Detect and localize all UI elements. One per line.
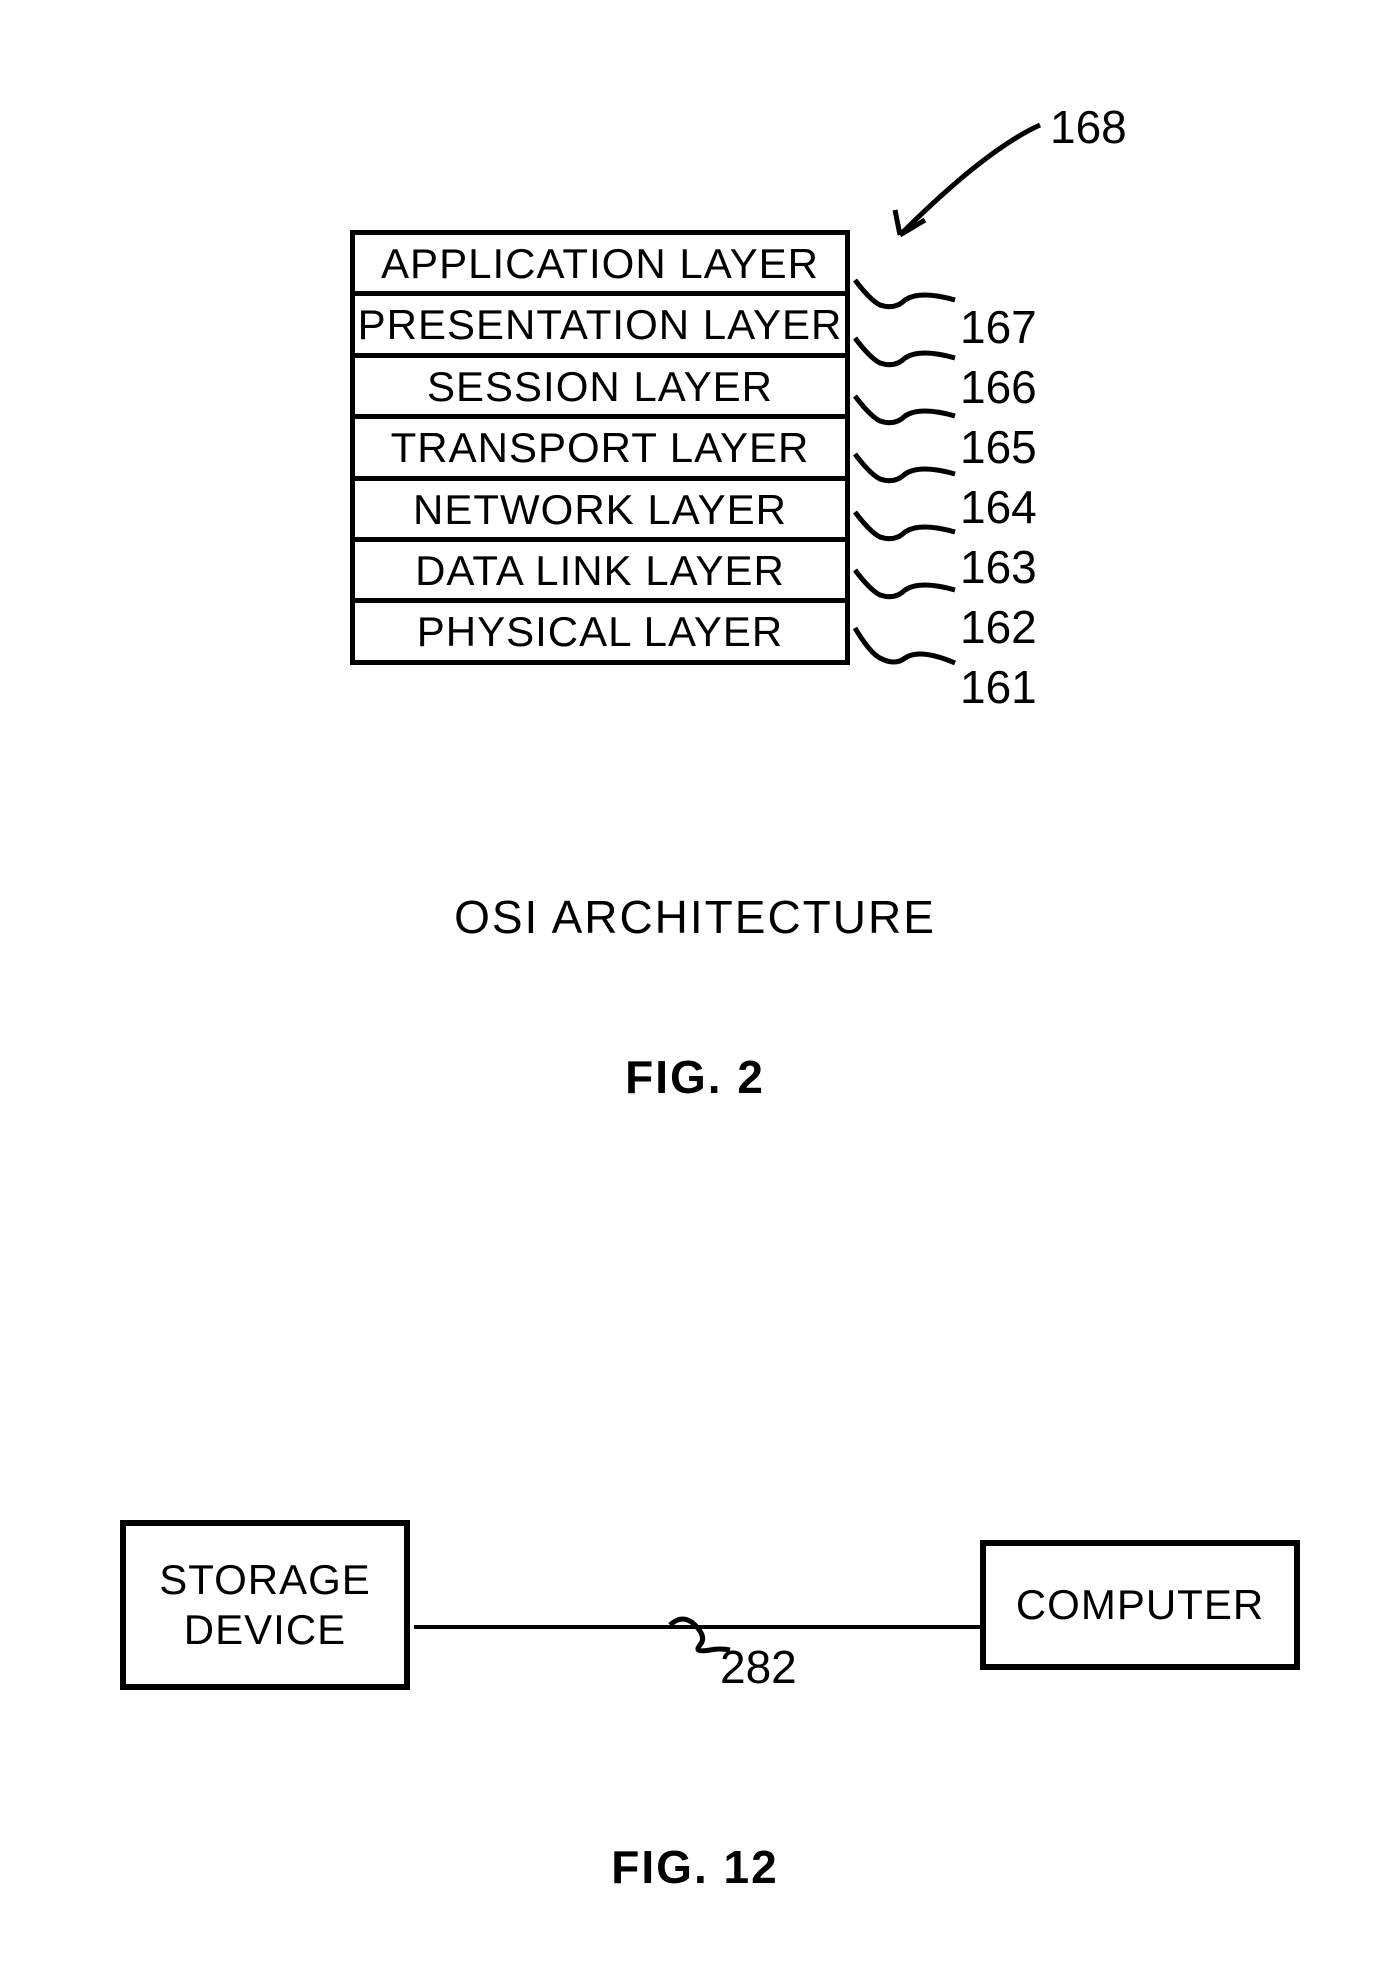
osi-layer-physical: PHYSICAL LAYER	[355, 603, 845, 664]
osi-layer-presentation: PRESENTATION LAYER	[355, 296, 845, 357]
figure-2-label: FIG. 2	[0, 1050, 1390, 1104]
osi-layer-transport: TRANSPORT LAYER	[355, 419, 845, 480]
storage-device-label: STORAGE DEVICE	[159, 1555, 371, 1656]
ref-number-165: 165	[960, 420, 1037, 474]
ref-number-164: 164	[960, 480, 1037, 534]
osi-layer-datalink: DATA LINK LAYER	[355, 542, 845, 603]
ref-number-161: 161	[960, 660, 1037, 714]
callout-squiggle-icon	[850, 502, 960, 562]
ref-number-163: 163	[960, 540, 1037, 594]
ref-number-162: 162	[960, 600, 1037, 654]
figure-12-label: FIG. 12	[0, 1840, 1390, 1894]
callout-squiggle-icon	[850, 270, 960, 330]
storage-device-box: STORAGE DEVICE	[120, 1520, 410, 1690]
osi-layer-stack: APPLICATION LAYER PRESENTATION LAYER SES…	[350, 230, 850, 665]
callout-squiggle-icon	[850, 560, 960, 620]
callout-squiggle-icon	[850, 618, 960, 688]
osi-layer-application: APPLICATION LAYER	[355, 235, 845, 296]
callout-squiggle-icon	[850, 328, 960, 388]
computer-label: COMPUTER	[1016, 1580, 1264, 1630]
osi-caption: OSI ARCHITECTURE	[0, 890, 1390, 944]
ref-number-166: 166	[960, 360, 1037, 414]
callout-squiggle-icon	[850, 386, 960, 446]
ref-number-167: 167	[960, 300, 1037, 354]
ref-number-282: 282	[720, 1640, 797, 1694]
osi-layer-network: NETWORK LAYER	[355, 481, 845, 542]
pointer-arrow-icon	[870, 120, 1050, 250]
ref-number-168: 168	[1050, 100, 1127, 154]
osi-layer-session: SESSION LAYER	[355, 358, 845, 419]
callout-squiggle-icon	[850, 444, 960, 504]
computer-box: COMPUTER	[980, 1540, 1300, 1670]
